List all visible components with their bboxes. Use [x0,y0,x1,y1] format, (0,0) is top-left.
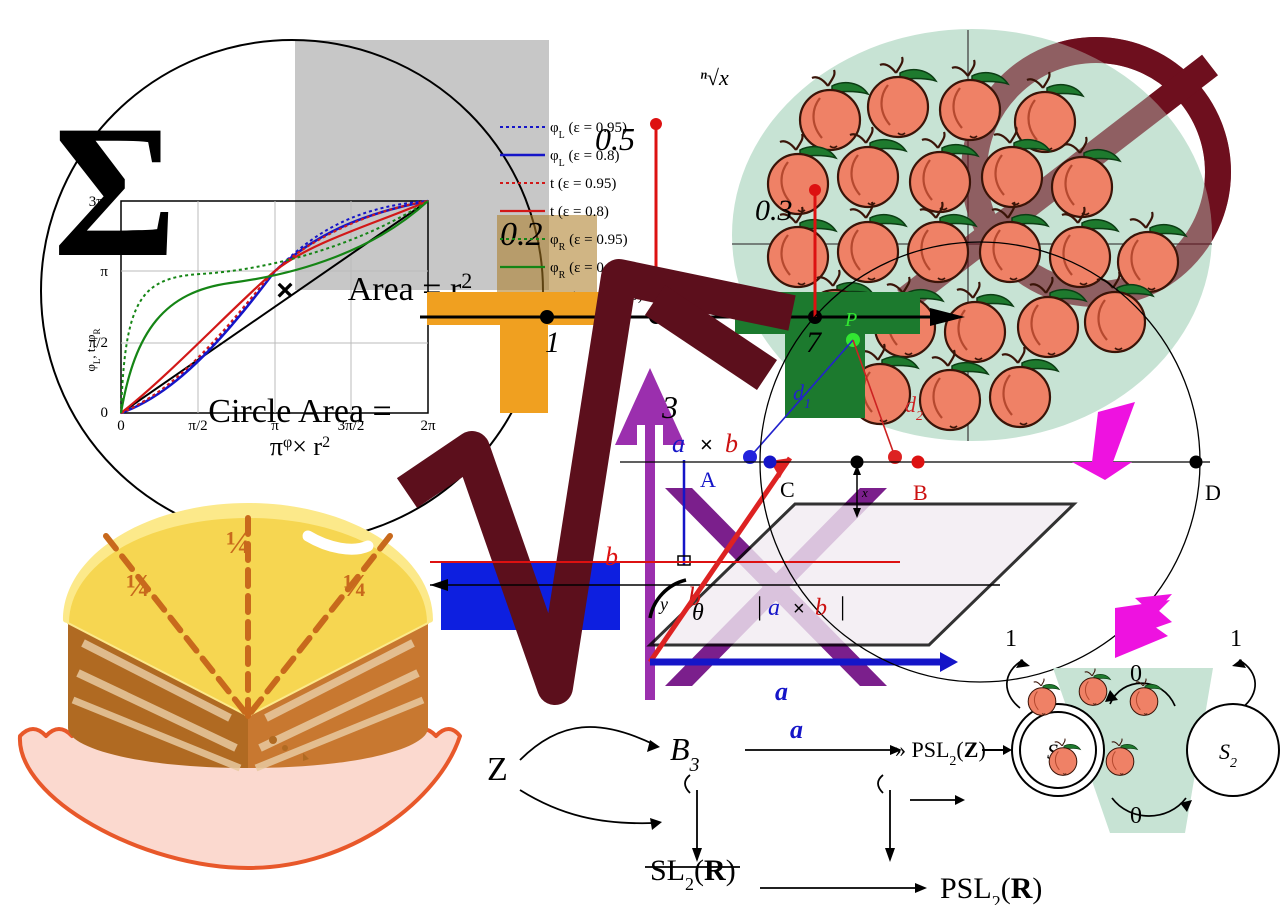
svg-text:×: × [700,432,713,457]
svg-text:a: a [768,595,780,621]
svg-text:0.2: 0.2 [500,216,543,253]
svg-text:SL2(R): SL2(R) [650,854,736,894]
svg-text:π/2: π/2 [188,418,207,434]
svg-text:1: 1 [1230,626,1242,652]
svg-text:b: b [815,595,827,621]
svg-text:0: 0 [101,405,109,421]
svg-text:A: A [700,467,716,492]
svg-text:0.3: 0.3 [755,194,793,227]
svg-text:a: a [790,715,803,744]
svg-text:θ: θ [692,600,704,626]
svg-text:1: 1 [545,326,560,359]
svg-text:Circle Area =: Circle Area = [208,393,391,430]
svg-text:¼: ¼ [126,567,150,603]
svg-text:» PSL2(Z): » PSL2(Z) [895,737,986,769]
svg-text:b: b [725,429,738,458]
svg-text:πφ× r2: πφ× r2 [270,432,330,461]
svg-text:B: B [913,480,928,505]
svg-text:D: D [1205,480,1221,505]
svg-text:ⁿ√x: ⁿ√x [700,65,729,90]
svg-text:×: × [276,274,294,307]
svg-text:0.5: 0.5 [595,121,635,157]
svg-text:¼: ¼ [226,524,250,560]
svg-text:Σ: Σ [53,87,177,297]
svg-text:3: 3 [661,389,678,425]
svg-text:|: | [840,592,845,621]
svg-text:b: b [605,542,618,571]
svg-text:Z: Z [487,751,508,788]
svg-text:x: x [861,485,868,500]
svg-text:1: 1 [1005,626,1017,652]
svg-text:a: a [775,677,788,706]
svg-text:¼: ¼ [343,567,367,603]
svg-text:P: P [844,309,857,331]
svg-text:PSL2(R): PSL2(R) [940,872,1042,905]
svg-text:B3: B3 [670,731,700,776]
svg-text:0: 0 [1130,803,1142,829]
svg-text:t (ε = 0.95): t (ε = 0.95) [550,176,616,192]
svg-text:|: | [757,592,762,621]
svg-text:a: a [672,429,685,458]
svg-text:×: × [793,598,805,620]
svg-text:7: 7 [806,326,823,359]
svg-text:0: 0 [117,418,125,434]
svg-text:2π: 2π [420,418,436,434]
svg-text:C: C [780,477,795,502]
svg-text:t (ε = 0.8): t (ε = 0.8) [550,204,609,220]
